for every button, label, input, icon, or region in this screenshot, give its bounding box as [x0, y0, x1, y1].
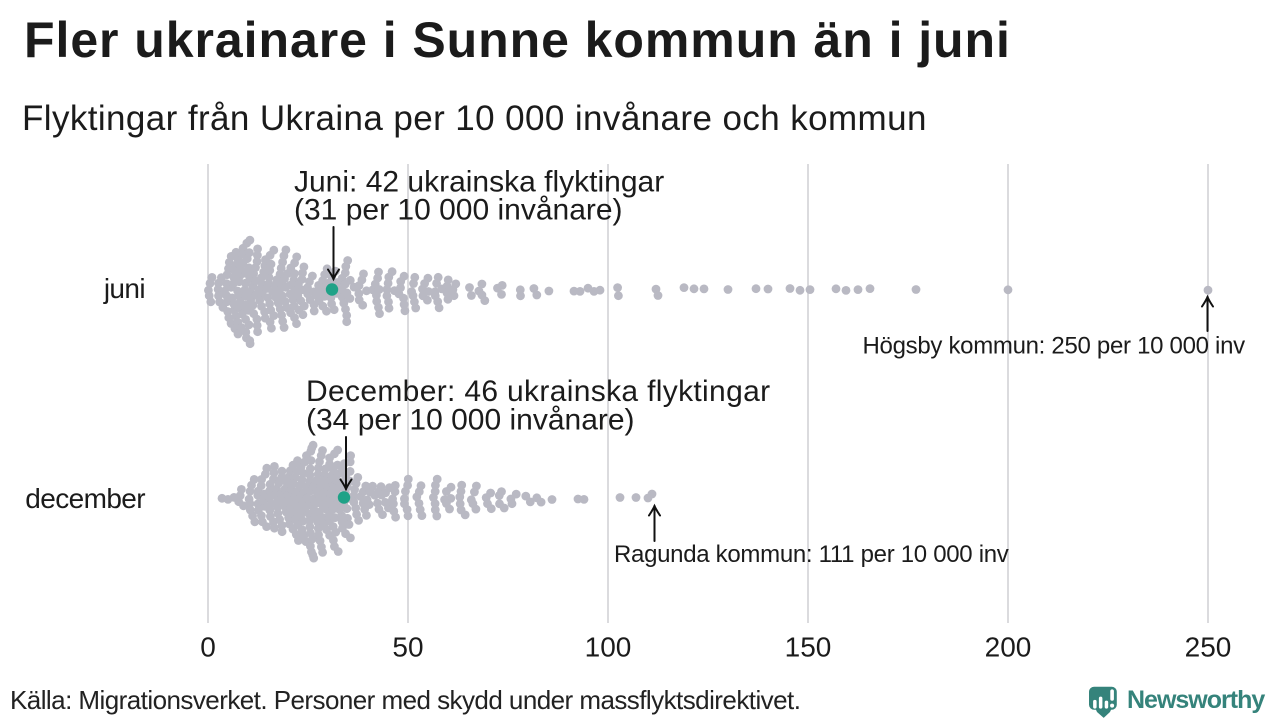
svg-text:250: 250	[1185, 632, 1232, 663]
svg-text:150: 150	[785, 632, 832, 663]
svg-text:Juni: 42 ukrainska flyktingar: Juni: 42 ukrainska flyktingar	[294, 165, 664, 198]
svg-text:(31 per 10 000 invånare): (31 per 10 000 invånare)	[294, 194, 623, 227]
svg-text:200: 200	[985, 632, 1032, 663]
svg-text:Källa: Migrationsverket. Perso: Källa: Migrationsverket. Personer med sk…	[10, 685, 800, 715]
svg-text:december: december	[25, 483, 145, 514]
svg-text:December: 46 ukrainska flyktin: December: 46 ukrainska flyktingar	[306, 375, 770, 408]
svg-text:100: 100	[585, 632, 632, 663]
svg-text:(34 per 10 000 invånare): (34 per 10 000 invånare)	[306, 404, 635, 437]
svg-text:50: 50	[392, 632, 423, 663]
svg-text:Högsby kommun: 250 per 10 000: Högsby kommun: 250 per 10 000 inv	[863, 333, 1246, 360]
svg-text:Ragunda kommun: 111 per 10 000: Ragunda kommun: 111 per 10 000 inv	[614, 541, 1009, 568]
svg-text:Newsworthy: Newsworthy	[1127, 686, 1265, 714]
svg-text:0: 0	[200, 632, 216, 663]
svg-text:Flyktingar från Ukraina per 10: Flyktingar från Ukraina per 10 000 invån…	[22, 99, 927, 138]
svg-text:Fler ukrainare i Sunne kommun: Fler ukrainare i Sunne kommun än i juni	[24, 12, 1011, 68]
svg-text:juni: juni	[103, 273, 145, 304]
